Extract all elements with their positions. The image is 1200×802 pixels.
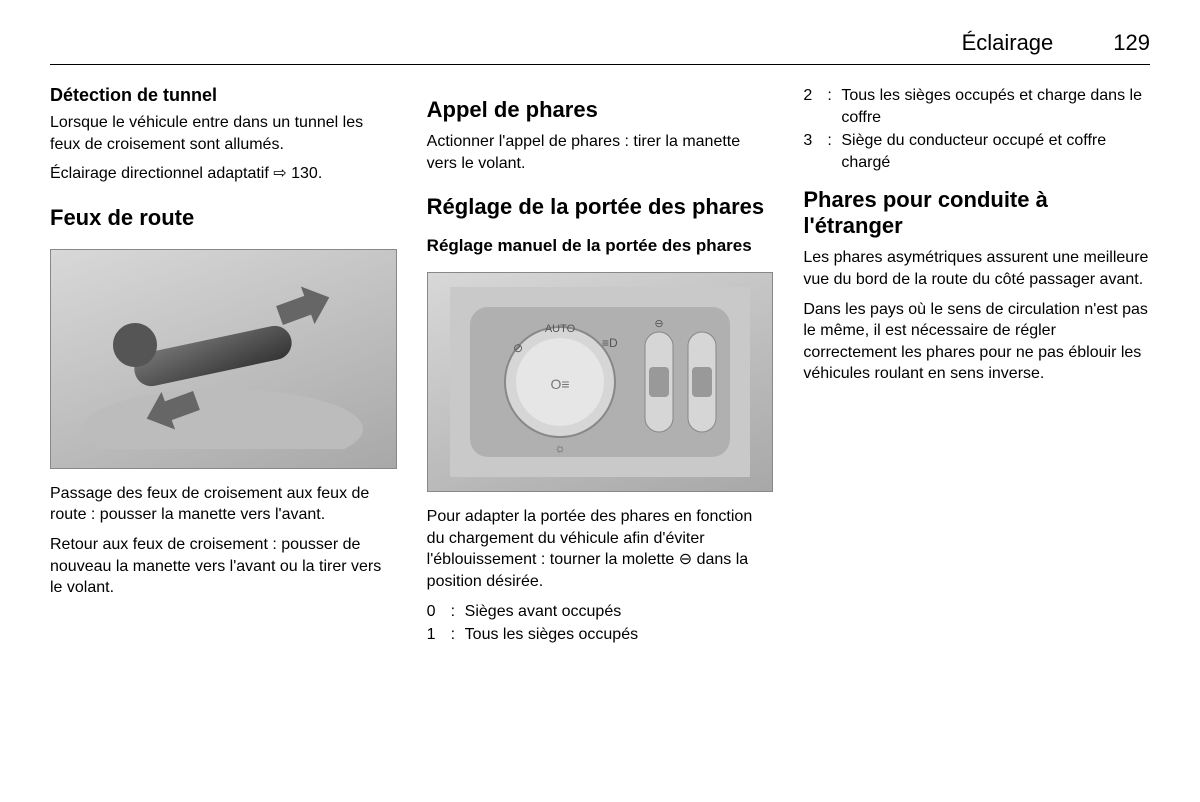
abroad-heading: Phares pour conduite à l'étranger xyxy=(803,187,1150,239)
level-val: Tous les sièges occupés et charge dans l… xyxy=(841,85,1150,128)
colon-icon: : xyxy=(827,130,841,173)
page-number: 129 xyxy=(1113,30,1150,56)
level-val: Siège du conducteur occupé et coffre cha… xyxy=(841,130,1150,173)
level-key: 2 xyxy=(803,85,827,128)
section-title: Éclairage xyxy=(962,30,1054,56)
level-val: Tous les sièges occupés xyxy=(465,624,774,646)
column-2: Appel de phares Actionner l'appel de pha… xyxy=(427,85,774,648)
tunnel-heading: Détection de tunnel xyxy=(50,85,397,106)
content-columns: Détection de tunnel Lorsque le véhicule … xyxy=(50,85,1150,648)
highbeam-heading: Feux de route xyxy=(50,205,397,231)
highbeam-p2: Retour aux feux de croisement : pousser … xyxy=(50,534,397,599)
column-1: Détection de tunnel Lorsque le véhicule … xyxy=(50,85,397,648)
highbeam-lever-illustration xyxy=(50,249,397,469)
range-heading: Réglage de la portée des phares xyxy=(427,194,774,220)
list-item: 1 : Tous les sièges occupés xyxy=(427,624,774,646)
list-item: 3 : Siège du conducteur occupé et coffre… xyxy=(803,130,1150,173)
svg-text:⊖: ⊖ xyxy=(654,318,663,330)
tunnel-p2: Éclairage directionnel adaptatif ⇨ 130. xyxy=(50,163,397,185)
range-subheading: Réglage manuel de la portée des phares xyxy=(427,236,774,256)
level-val: Sièges avant occupés xyxy=(465,601,774,623)
level-key: 3 xyxy=(803,130,827,173)
list-item: 0 : Sièges avant occupés xyxy=(427,601,774,623)
svg-text:☼: ☼ xyxy=(555,441,566,455)
svg-text:O≡: O≡ xyxy=(550,376,569,392)
flash-p1: Actionner l'appel de phares : tirer la m… xyxy=(427,131,774,174)
page-header: Éclairage 129 xyxy=(50,30,1150,65)
abroad-p1: Les phares asymétriques assurent une mei… xyxy=(803,247,1150,290)
crossref-arrow-icon: ⇨ 130. xyxy=(273,163,322,185)
lever-svg-icon xyxy=(83,269,363,449)
list-item: 2 : Tous les sièges occupés et charge da… xyxy=(803,85,1150,128)
range-level-list-a: 0 : Sièges avant occupés 1 : Tous les si… xyxy=(427,601,774,648)
range-p1: Pour adapter la portée des phares en fon… xyxy=(427,506,774,592)
level-key: 0 xyxy=(427,601,451,623)
abroad-p2: Dans les pays où le sens de circulation … xyxy=(803,299,1150,385)
svg-text:≡D: ≡D xyxy=(602,336,618,350)
colon-icon: : xyxy=(827,85,841,128)
colon-icon: : xyxy=(451,601,465,623)
column-3: 2 : Tous les sièges occupés et charge da… xyxy=(803,85,1150,648)
range-dial-illustration: AUTO ⊘ ≡D O≡ ⊖ ☼ xyxy=(427,272,774,492)
tunnel-p1: Lorsque le véhicule entre dans un tunnel… xyxy=(50,112,397,155)
tunnel-p2-text: Éclairage directionnel adaptatif xyxy=(50,165,269,182)
flash-heading: Appel de phares xyxy=(427,97,774,123)
svg-text:⊘: ⊘ xyxy=(513,341,523,355)
range-level-list-b: 2 : Tous les sièges occupés et charge da… xyxy=(803,85,1150,175)
dial-svg-icon: AUTO ⊘ ≡D O≡ ⊖ ☼ xyxy=(450,287,750,477)
svg-text:AUTO: AUTO xyxy=(545,323,576,335)
highbeam-p1: Passage des feux de croisement aux feux … xyxy=(50,483,397,526)
level-key: 1 xyxy=(427,624,451,646)
colon-icon: : xyxy=(451,624,465,646)
